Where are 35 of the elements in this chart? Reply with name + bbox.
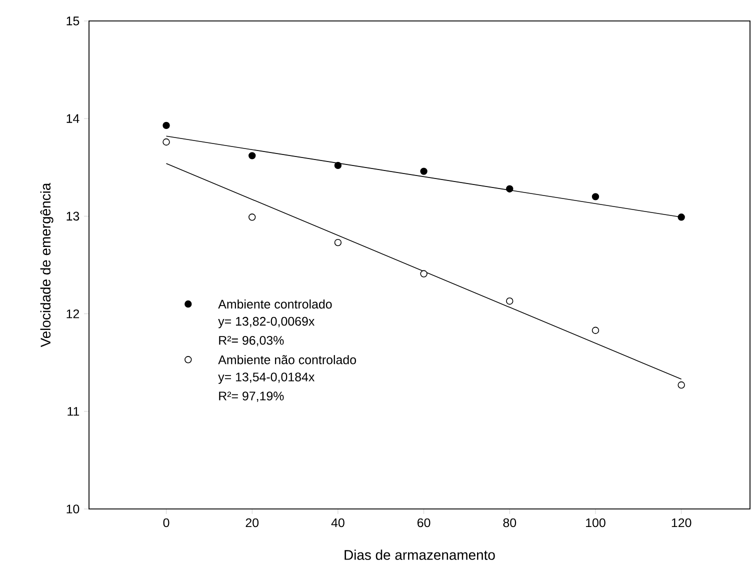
- point: [678, 381, 685, 389]
- x-tick-label: 60: [418, 518, 430, 528]
- y-tick-label: 10: [66, 504, 80, 514]
- legend-label: Ambiente controlado: [218, 299, 332, 309]
- point: [162, 122, 170, 130]
- x-tick-label: 20: [246, 518, 259, 528]
- point: [248, 152, 256, 160]
- point: [334, 238, 342, 246]
- point: [420, 168, 428, 175]
- y-axis-title: Velocidade de emergência: [40, 182, 54, 348]
- annotation: R²= 96,03%: [219, 336, 284, 346]
- point: [420, 270, 428, 278]
- annotation: y= 13,82-0,0069x: [218, 316, 315, 328]
- annotation: y= 13,54-0,0184x: [218, 372, 315, 384]
- point: [592, 326, 600, 334]
- point: [334, 162, 342, 170]
- x-tick-label: 40: [331, 518, 344, 528]
- x-tick-label: 120: [672, 518, 692, 528]
- y-tick-label: 11: [68, 407, 80, 416]
- point: [506, 185, 514, 192]
- x-tick-label: 100: [586, 518, 606, 528]
- x-tick-label: 80: [503, 518, 516, 528]
- point: [248, 214, 256, 221]
- point: [592, 193, 600, 200]
- legend-label: Ambiente não controlado: [218, 355, 356, 364]
- point: [678, 214, 685, 221]
- x-axis-title: Dias de armazenamento: [344, 550, 495, 560]
- y-tick-label: 14: [66, 114, 80, 123]
- x-tick-label: 0: [163, 518, 170, 528]
- point: [162, 138, 170, 146]
- y-tick-label: 15: [66, 16, 80, 26]
- y-tick-label: 13: [66, 212, 80, 221]
- annotation: R²= 97,19%: [219, 392, 284, 402]
- y-tick-label: 12: [66, 309, 80, 318]
- point: [506, 297, 514, 305]
